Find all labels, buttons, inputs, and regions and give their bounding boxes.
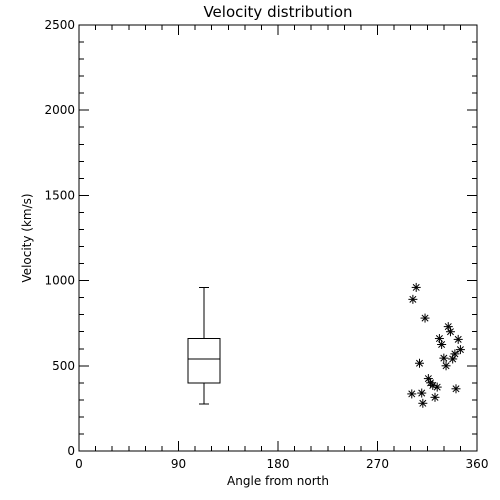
scatter-point [415, 358, 425, 368]
x-tick-label: 180 [267, 457, 290, 471]
asterisk-stroke [409, 295, 417, 303]
asterisk-stroke [421, 314, 429, 322]
scatter-point [430, 392, 440, 402]
chart-title: Velocity distribution [203, 3, 352, 21]
scatter-points [407, 282, 465, 408]
boxplot-box [187, 338, 221, 384]
x-tick-label: 270 [366, 457, 389, 471]
y-tick-label: 1000 [44, 274, 75, 288]
scatter-point [432, 382, 442, 392]
asterisk-stroke [442, 362, 450, 370]
asterisk-stroke [456, 346, 464, 354]
scatter-point [411, 282, 421, 292]
asterisk-stroke [435, 335, 443, 343]
asterisk-stroke [440, 354, 448, 362]
scatter-point [450, 349, 460, 359]
axis-tick-labels: 0 90 180 270 360 0 500 1000 1500 2000 2500 [44, 18, 488, 471]
scatter-point [423, 374, 433, 384]
scatter-point [439, 353, 449, 363]
scatter-point [455, 345, 465, 355]
scatter-point [418, 398, 428, 408]
scatter-point [445, 327, 455, 337]
asterisk-stroke [431, 393, 439, 401]
plot-frame [78, 24, 478, 452]
scatter-point [453, 334, 463, 344]
x-tick-label: 90 [171, 457, 186, 471]
scatter-point [437, 340, 447, 349]
asterisk-stroke [429, 381, 437, 389]
y-tick-label: 1500 [44, 188, 75, 202]
y-tick-label: 0 [67, 444, 75, 458]
x-tick-label: 360 [466, 457, 489, 471]
y-tick-label: 500 [52, 359, 75, 373]
asterisk-stroke [454, 335, 462, 343]
scatter-point [420, 313, 430, 323]
asterisk-stroke [438, 340, 446, 349]
asterisk-stroke [433, 383, 441, 391]
scatter-point [417, 388, 427, 398]
asterisk-stroke [451, 350, 459, 358]
x-tick-label: 0 [75, 457, 83, 471]
asterisk-stroke [419, 399, 427, 407]
y-axis-label: Velocity (km/s) [20, 193, 34, 282]
asterisk-stroke [452, 385, 460, 393]
scatter-point [451, 384, 461, 394]
asterisk-stroke [424, 375, 432, 383]
scatter-point [441, 361, 451, 371]
asterisk-stroke [446, 328, 454, 336]
asterisk-stroke [408, 390, 416, 398]
scatter-point [408, 294, 418, 304]
y-tick-label: 2500 [44, 18, 75, 32]
x-axis-label: Angle from north [227, 474, 329, 488]
asterisk-stroke [444, 323, 452, 331]
asterisk-stroke [416, 359, 424, 367]
y-tick-label: 2000 [44, 103, 75, 117]
boxplot [187, 286, 221, 405]
axis-ticks [78, 24, 478, 452]
scatter-point [407, 389, 417, 399]
asterisk-stroke [418, 389, 426, 397]
asterisk-stroke [412, 283, 420, 291]
